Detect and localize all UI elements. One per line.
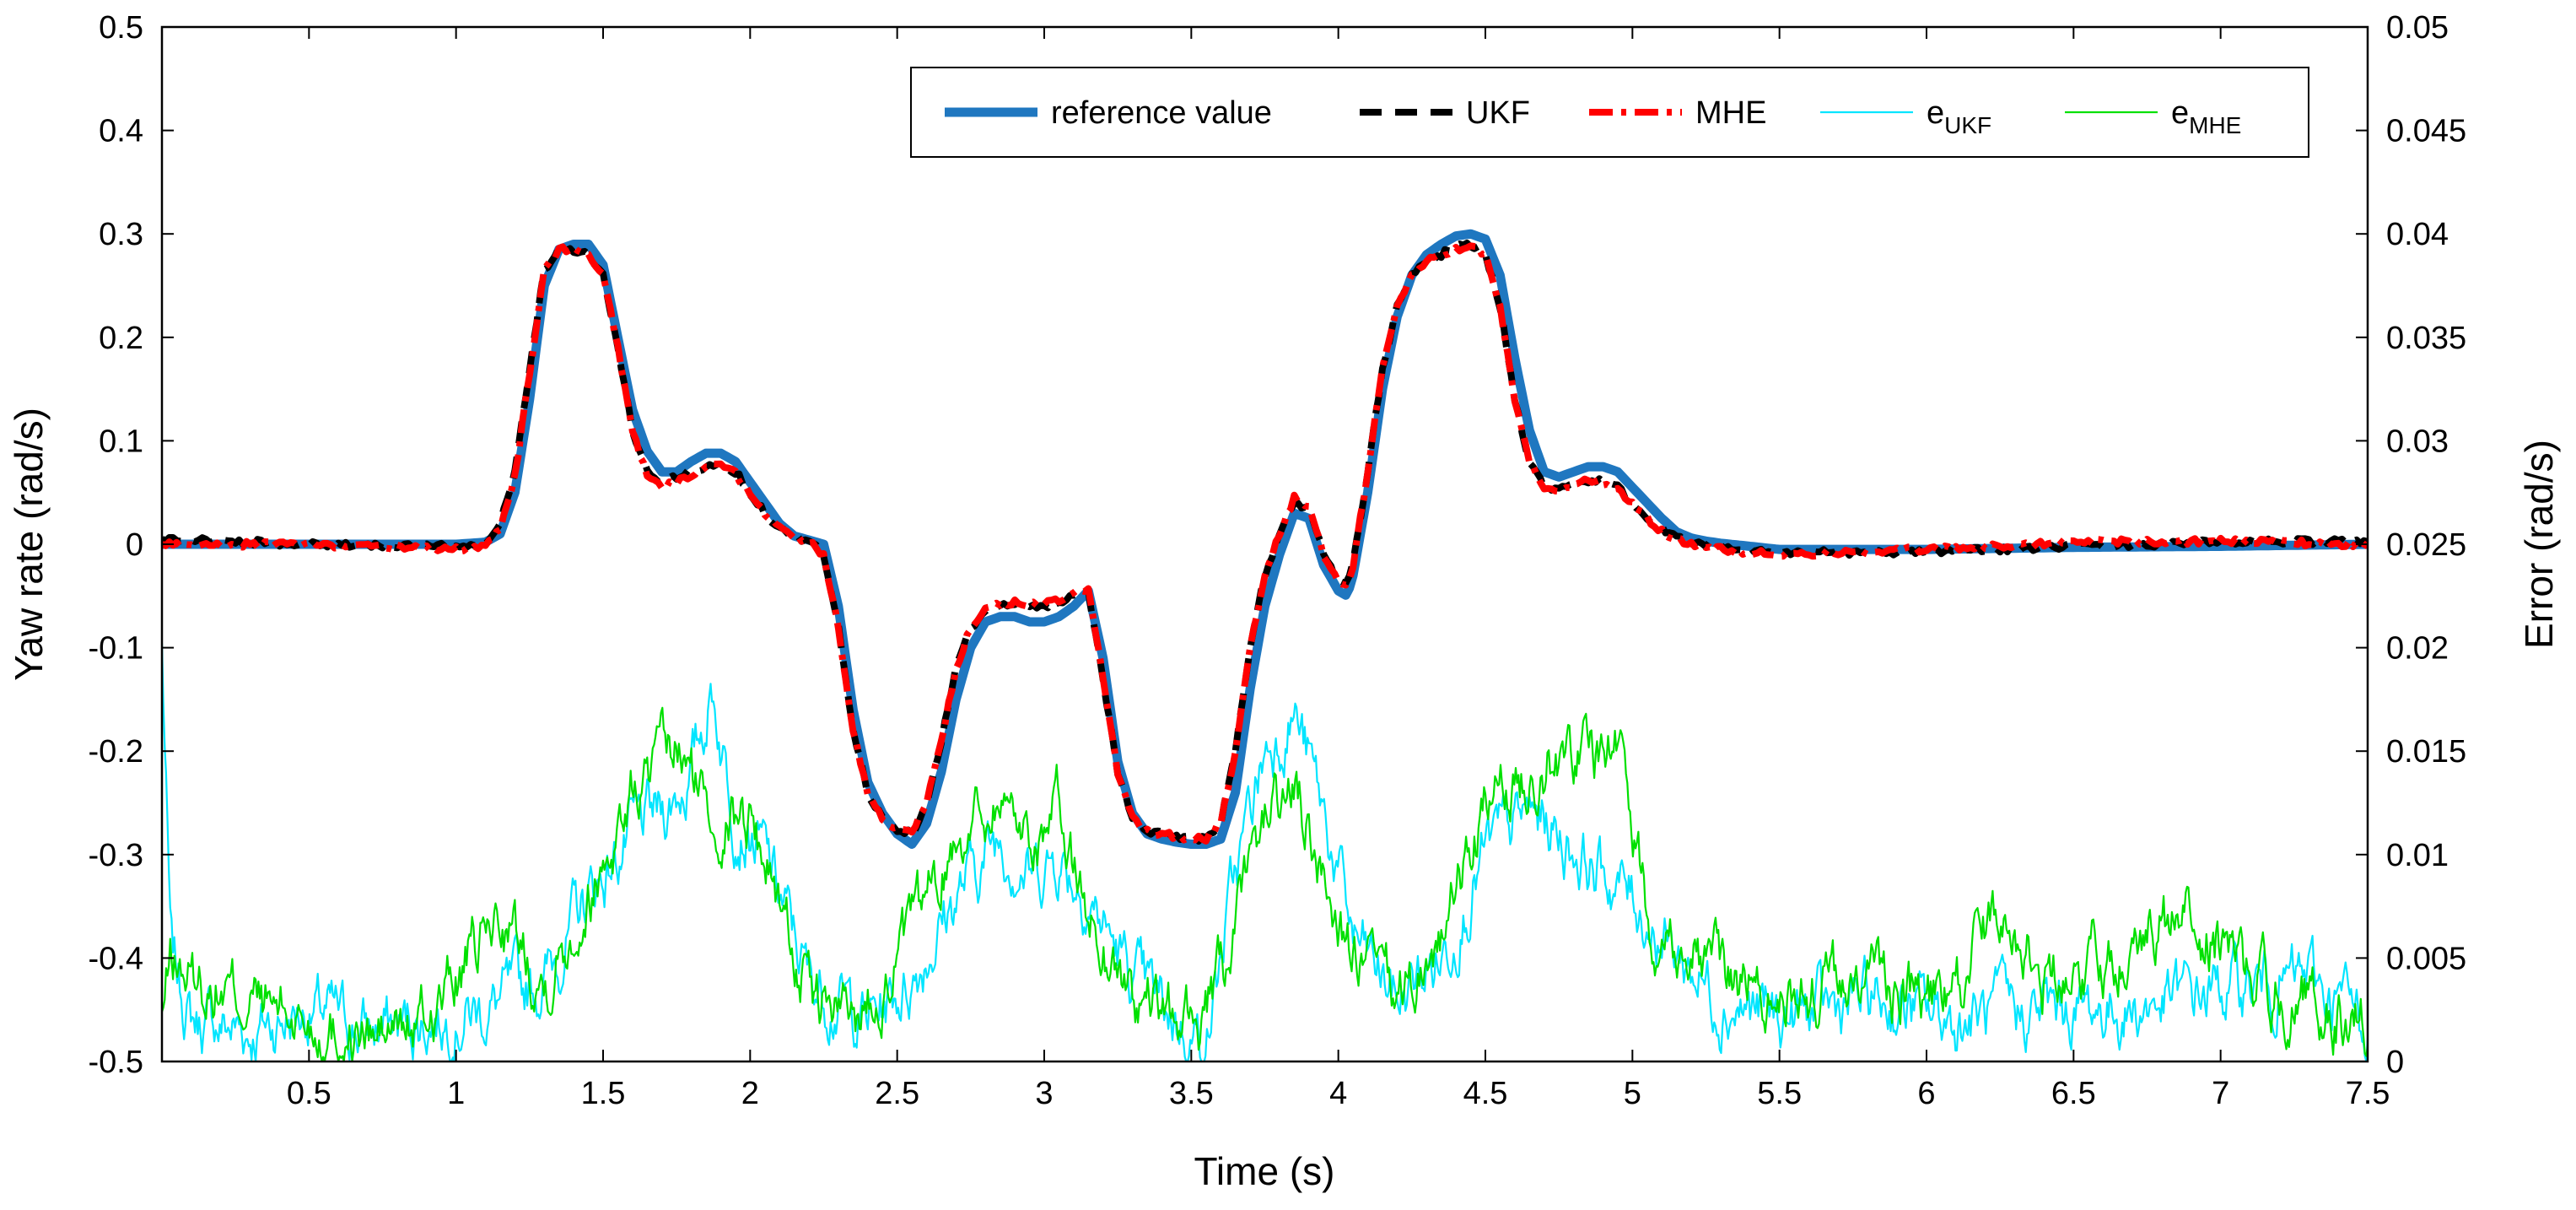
right-y-tick-label: 0.05 [2386, 10, 2449, 46]
left-y-axis: 0.5 0.4 0.3 0.2 0.1 0 -0.1 -0.2 -0.3 -0.4 -0.5 [89, 10, 174, 1080]
right-y-tick-label: 0 [2386, 1045, 2404, 1080]
legend: reference value UKF MHE eUKF eMHE [910, 67, 2309, 158]
legend-label-main: e [1927, 95, 1944, 131]
x-tick-label: 2.5 [875, 1076, 919, 1111]
x-tick-label: 3.5 [1169, 1076, 1214, 1111]
right-y-tick-label: 0.015 [2386, 734, 2466, 770]
x-tick-label: 6.5 [2051, 1076, 2096, 1111]
x-tick-label: 1 [447, 1076, 465, 1111]
right-y-tick-label: 0.04 [2386, 217, 2449, 252]
x-tick-label: 1.5 [581, 1076, 626, 1111]
legend-label-ukf: UKF [1466, 95, 1530, 131]
legend-label-subscript: UKF [1944, 112, 1991, 138]
x-tick-label: 4 [1329, 1076, 1347, 1111]
right-y-tick-label: 0.03 [2386, 424, 2449, 459]
x-tick-label: 0.5 [287, 1076, 331, 1111]
right-y-tick-label: 0.025 [2386, 527, 2466, 563]
x-axis-title: Time (s) [1194, 1149, 1335, 1193]
left-y-tick-label: -0.1 [89, 631, 143, 667]
left-y-tick-label: 0.5 [99, 10, 143, 46]
right-y-tick-label: 0.035 [2386, 321, 2466, 356]
left-y-tick-label: -0.4 [89, 941, 143, 976]
legend-label-e_ukf: eUKF [1927, 95, 1991, 138]
x-tick-label: 3 [1035, 1076, 1053, 1111]
series-layer [162, 229, 2368, 1061]
right-y-tick-label: 0.005 [2386, 941, 2466, 976]
left-y-tick-label: 0.3 [99, 217, 143, 252]
left-y-tick-label: 0.1 [99, 424, 143, 459]
left-y-tick-label: 0.4 [99, 114, 143, 149]
legend-label-main: e [2171, 95, 2189, 131]
right-y-axis-title: Error (rad/s) [2517, 440, 2561, 649]
legend-label-reference-value: reference value [1051, 95, 1272, 131]
x-tick-label: 5.5 [1757, 1076, 1802, 1111]
x-tick-label: 7.5 [2346, 1076, 2390, 1111]
x-tick-label: 6 [1917, 1076, 1935, 1111]
right-y-axis: 0.05 0.045 0.04 0.035 0.03 0.025 0.02 0.015 0.01… [2356, 10, 2466, 1080]
legend-label-mhe: MHE [1695, 95, 1766, 131]
right-y-tick-label: 0.01 [2386, 838, 2449, 873]
x-axis: 0.5 1 1.5 2 2.5 3 3.5 4 4.5 5 5.5 6 6.5 7 7.5 [287, 27, 2390, 1111]
left-y-tick-label: 0 [126, 527, 143, 563]
series-line-mhe [162, 242, 2368, 845]
legend-label-e_mhe: eMHE [2171, 95, 2241, 138]
series-line-e_mhe [162, 706, 2368, 1061]
right-y-tick-label: 0.02 [2386, 631, 2449, 667]
x-tick-label: 5 [1624, 1076, 1641, 1111]
left-y-tick-label: -0.5 [89, 1045, 143, 1080]
x-tick-label: 4.5 [1463, 1076, 1508, 1111]
left-y-tick-label: -0.2 [89, 734, 143, 770]
x-tick-label: 2 [741, 1076, 759, 1111]
right-y-tick-label: 0.045 [2386, 114, 2466, 149]
left-y-tick-label: 0.2 [99, 321, 143, 356]
left-y-tick-label: -0.3 [89, 838, 143, 873]
legend-label-subscript: MHE [2189, 112, 2241, 138]
x-tick-label: 7 [2212, 1076, 2229, 1111]
left-y-axis-title: Yaw rate (rad/s) [7, 408, 51, 681]
